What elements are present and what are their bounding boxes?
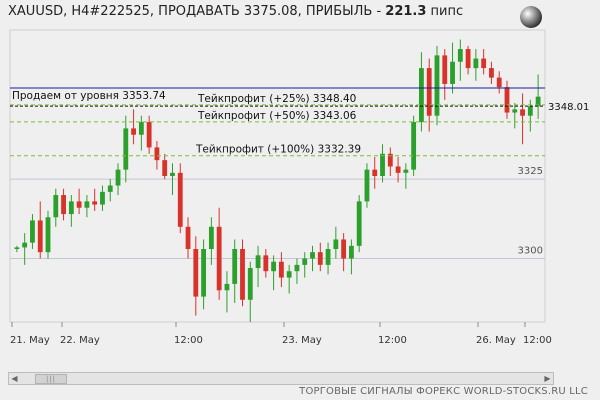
candle-up [364,169,370,202]
x-tick-label: 21. May [10,335,50,346]
candle-down [177,172,183,227]
candle-down [76,201,82,208]
sell-level-label: Продаем от уровня 3353.74 [12,90,166,102]
candle-up [247,268,253,300]
candle-up [255,255,261,269]
candle-down [61,195,66,215]
candle-up [512,109,518,113]
candle-up [68,201,74,215]
candle-down [37,220,43,253]
x-tick-label: 26. May [476,335,516,346]
candle-down [426,68,432,116]
footer-credit: ТОРГОВЫЕ СИГНАЛЫ ФОРЕКС WORLD-STOCKS.RU … [299,386,588,397]
candle-up [419,68,424,123]
candle-down [263,255,269,272]
candle-down [504,87,510,113]
takeprofit-tp50-label: Тейкпрофит (+50%) 3343.06 [197,110,357,122]
candle-down [442,55,448,84]
candle-down [387,153,393,167]
candle-down [496,77,502,88]
candle-down [481,58,487,69]
candle-down [193,249,199,297]
candle-up [170,172,175,176]
candle-up [14,247,20,249]
profit-unit: пипс [426,4,464,19]
candle-down [146,122,152,148]
x-tick-label: 12:00 [523,335,552,346]
candle-up [535,96,541,107]
scroll-thumb[interactable]: ||| [35,374,67,384]
candle-up [434,55,440,116]
candle-up [473,58,479,69]
profit-value: 221.3 [385,4,427,19]
y-tick-label: 3300 [518,246,543,257]
candle-up [333,239,339,249]
current-price-label: 3348.01 [548,102,589,113]
y-tick-label: 3325 [518,166,543,177]
candle-down [154,147,160,161]
candle-up [138,122,144,135]
candle-down [131,128,136,135]
candle-up [325,249,331,265]
x-tick-label: 12:00 [174,335,203,346]
chart-header: XAUUSD, H4#222525, ПРОДАВАТЬ 3375.08, ПР… [8,4,463,19]
scroll-right-arrow-icon[interactable]: ▶ [544,374,551,383]
chart-title: XAUUSD, H4#222525, ПРОДАВАТЬ 3375.08, ПР… [8,4,386,19]
candle-down [465,49,471,69]
candle-down [162,160,168,176]
candle-down [240,249,245,300]
takeprofit-tp25-label: Тейкпрофит (+25%) 3348.40 [197,93,356,105]
x-tick-label: 22. May [60,335,100,346]
candle-up [457,49,463,62]
candle-up [302,258,308,265]
candle-up [356,201,362,246]
candle-up [403,169,409,173]
candle-down [341,239,347,259]
candle-up [107,185,113,192]
candle-up [294,264,300,272]
candle-up [271,261,277,272]
candle-up [286,271,292,278]
candle-up [100,191,105,205]
x-tick-label: 23. May [282,335,322,346]
candle-down [278,261,284,278]
candle-up [115,169,121,186]
candle-up [53,195,59,218]
globe-icon[interactable] [520,6,542,28]
candle-up [411,122,417,170]
candle-down [395,166,401,173]
x-tick-label: 12:00 [378,335,407,346]
takeprofit-tp100-label: Тейкпрофит (+100%) 3332.39 [195,144,361,156]
candle-up [232,249,238,284]
candle-up [30,220,35,243]
candle-up [380,153,385,176]
candle-down [317,252,323,265]
candle-up [224,283,230,291]
candle-up [201,249,207,297]
candle-up [22,242,28,248]
candle-down [92,201,98,205]
candle-up [45,217,51,253]
plot-area [9,29,546,323]
candle-down [216,226,222,291]
candle-up [450,61,455,84]
candle-down [372,169,378,176]
candle-up [208,226,214,249]
horizontal-scrollbar[interactable]: ◀ ||| ▶ [8,372,554,385]
candle-up [527,106,533,116]
scroll-left-arrow-icon[interactable]: ◀ [11,374,18,383]
candle-down [489,68,494,78]
candle-up [348,245,354,259]
candle-up [310,252,315,259]
candle-up [123,128,129,170]
candle-up [84,201,90,208]
candle-down [520,109,525,116]
candle-down [185,226,191,249]
